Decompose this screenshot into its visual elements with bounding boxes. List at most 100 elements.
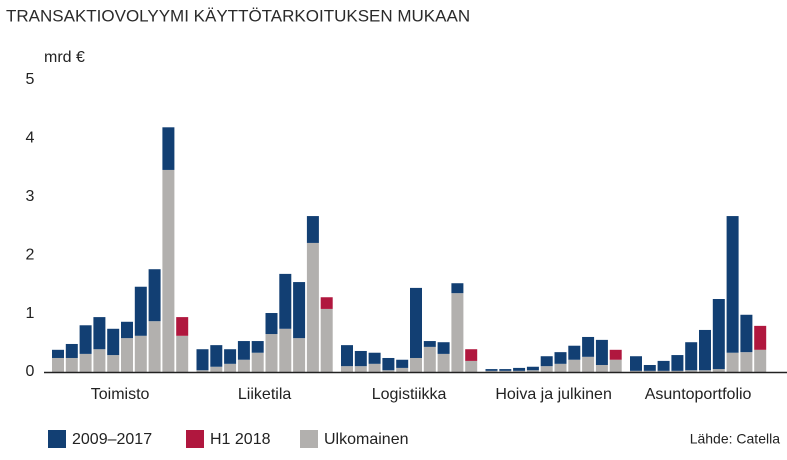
legend-swatch <box>300 430 318 448</box>
chart-title: TRANSAKTIOVOLYYMI KÄYTTÖTARKOITUKSEN MUK… <box>6 6 470 25</box>
bar-segment <box>306 216 319 243</box>
bar-segment <box>210 345 223 367</box>
bar-segment <box>396 367 409 372</box>
bar-segment <box>354 350 367 367</box>
bar-segment <box>643 370 656 372</box>
bar-segment <box>699 370 711 372</box>
bar-segment <box>554 363 567 372</box>
bar-segment <box>251 341 264 353</box>
bar-segment <box>162 127 175 170</box>
bar-segment <box>451 283 464 294</box>
bar-segment <box>293 282 306 339</box>
bar-segment <box>643 364 656 371</box>
bar-segment <box>499 370 512 372</box>
bar-segment <box>320 308 333 372</box>
bar-segment <box>237 341 250 360</box>
bar-segment <box>754 349 767 372</box>
bar-segment <box>65 343 78 358</box>
x-tick-label: Hoiva ja julkinen <box>495 386 612 403</box>
bar-segment <box>265 313 278 335</box>
bar-segment <box>93 317 106 350</box>
bar-segment <box>671 355 684 371</box>
bar-segment <box>630 356 642 371</box>
bar-segment <box>224 349 237 364</box>
source: Lähde: Catella <box>690 431 781 447</box>
bar-segment <box>423 341 436 347</box>
bar-segment <box>513 367 526 371</box>
bar-segment <box>148 321 161 372</box>
bar-segment <box>451 293 464 372</box>
bar-segment <box>65 357 78 372</box>
bar-segment <box>107 355 120 372</box>
y-tick-label: 1 <box>26 305 35 322</box>
bar-segment <box>685 370 698 372</box>
bar-segment <box>582 336 595 357</box>
y-axis-label: mrd € <box>44 49 85 66</box>
bar-segment <box>224 363 237 372</box>
bar-segment <box>465 349 478 361</box>
bar-segment <box>712 369 725 372</box>
x-tick-label: Logistiikka <box>372 386 447 403</box>
bar-segment <box>79 353 92 372</box>
bar-segment <box>52 349 64 358</box>
x-tick-label: Asuntoportfolio <box>645 386 752 403</box>
bar-segment <box>609 349 622 360</box>
bar-segment <box>341 366 353 372</box>
bar-segment <box>396 359 409 368</box>
bar-segment <box>79 325 92 354</box>
y-tick-label: 3 <box>26 188 35 205</box>
bar-segment <box>368 363 381 372</box>
bar-segment <box>513 370 526 372</box>
bar-segment <box>354 366 367 372</box>
legend-swatch <box>48 430 66 448</box>
bar-segment <box>293 338 306 372</box>
bar-segment <box>107 328 120 356</box>
bar-segment <box>740 352 753 372</box>
bar-segment <box>595 339 608 365</box>
x-tick-label: Toimisto <box>91 386 150 403</box>
bar-segment <box>134 286 147 336</box>
bar-segment <box>196 349 209 371</box>
bar-segment <box>526 366 539 371</box>
bar-segment <box>176 317 189 336</box>
bar-segment <box>595 364 608 372</box>
bar-segment <box>485 370 498 372</box>
bar-segment <box>382 357 395 371</box>
legend-label: Ulkomainen <box>324 431 408 448</box>
bar-segment <box>423 346 436 372</box>
bar-segment <box>540 366 553 372</box>
bar-segment <box>410 287 422 358</box>
bar-segment <box>526 370 539 372</box>
legend-label: H1 2018 <box>210 431 271 448</box>
bar-segment <box>657 360 670 371</box>
bar-segment <box>712 299 725 370</box>
bar-segment <box>740 314 753 353</box>
bar-segment <box>554 352 567 364</box>
y-tick-label: 5 <box>26 71 35 88</box>
bar-segment <box>410 357 422 372</box>
x-tick-label: Liiketila <box>238 386 291 403</box>
bar-segment <box>630 370 642 372</box>
y-tick-label: 4 <box>26 130 35 147</box>
bar-segment <box>251 352 264 372</box>
y-tick-label: 2 <box>26 246 35 263</box>
bar-segment <box>726 216 739 353</box>
y-tick-label: 0 <box>26 363 35 380</box>
bar-segment <box>671 370 684 372</box>
bar-segment <box>162 169 175 372</box>
bar-segment <box>582 356 595 372</box>
bar-segment <box>265 334 278 372</box>
bar-segment <box>196 370 209 372</box>
bar-segment <box>279 328 292 372</box>
bar-segment <box>754 325 767 350</box>
bar-segment <box>726 352 739 372</box>
bar-segment <box>121 338 133 372</box>
legend-label: 2009–2017 <box>72 431 152 448</box>
bar-segment <box>341 345 353 367</box>
bar-segment <box>134 335 147 372</box>
bar-segment <box>320 297 333 309</box>
bar-segment <box>657 370 670 372</box>
bar-segment <box>699 329 711 371</box>
legend-swatch <box>186 430 204 448</box>
